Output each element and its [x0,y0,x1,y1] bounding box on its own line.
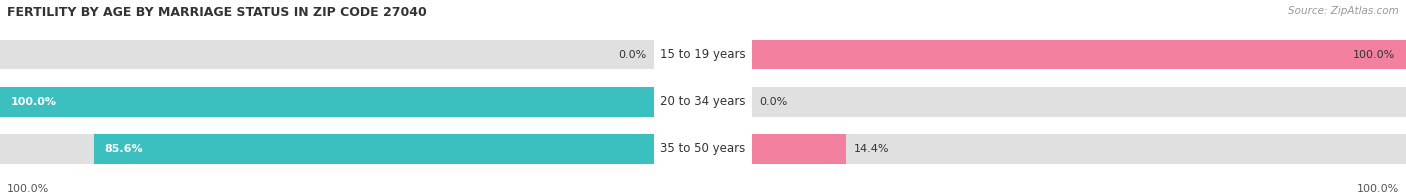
Text: 20 to 34 years: 20 to 34 years [661,95,745,108]
Text: 85.6%: 85.6% [104,144,143,154]
Bar [0,40,654,69]
Bar [0,134,654,163]
Bar [0,87,654,116]
Text: 100.0%: 100.0% [10,97,56,107]
Text: Source: ZipAtlas.com: Source: ZipAtlas.com [1288,6,1399,16]
Bar [752,134,846,163]
Bar [752,87,1406,116]
Bar [0,87,654,116]
Text: 35 to 50 years: 35 to 50 years [661,142,745,155]
Text: 100.0%: 100.0% [7,184,49,194]
Text: 100.0%: 100.0% [1357,184,1399,194]
Text: 100.0%: 100.0% [1353,50,1395,60]
Bar [752,40,1406,69]
Text: 14.4%: 14.4% [853,144,889,154]
Bar [752,134,1406,163]
Text: FERTILITY BY AGE BY MARRIAGE STATUS IN ZIP CODE 27040: FERTILITY BY AGE BY MARRIAGE STATUS IN Z… [7,6,427,19]
Bar [752,40,1406,69]
Text: 0.0%: 0.0% [759,97,787,107]
Text: 0.0%: 0.0% [619,50,647,60]
Bar [94,134,654,163]
Text: 15 to 19 years: 15 to 19 years [661,48,745,61]
